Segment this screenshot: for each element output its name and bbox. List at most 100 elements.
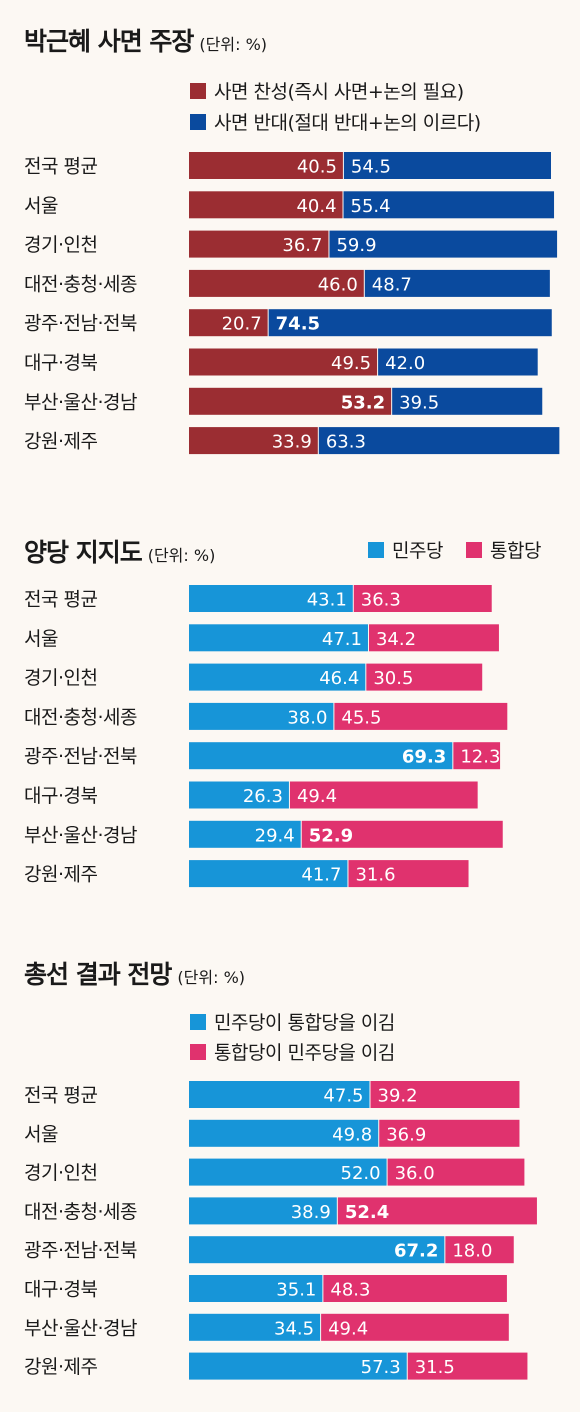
legend-label: 통합당이 민주당을 이김 [214, 1042, 395, 1064]
bar-segment-approve [189, 269, 364, 297]
bar-segment-series-b [337, 1197, 537, 1225]
data-label: 59.9 [336, 235, 376, 256]
data-label: 39.5 [399, 392, 439, 413]
data-label: 67.2 [394, 1241, 438, 1262]
category-label: 대구·경북 [24, 785, 97, 807]
data-label: 52.0 [341, 1163, 381, 1184]
data-label: 38.0 [287, 707, 327, 728]
data-label: 29.4 [255, 825, 295, 846]
legend-swatch [190, 1014, 206, 1030]
bar-segment-series-a [189, 1119, 379, 1147]
category-label: 경기·인천 [24, 667, 97, 689]
legend-label: 사면 찬성(즉시 사면+논의 필요) [214, 81, 464, 103]
data-label: 36.7 [282, 235, 322, 256]
bar-segment-series-b [353, 585, 492, 612]
legend-swatch [466, 542, 482, 558]
data-label: 52.9 [309, 825, 353, 846]
legend-item-democratic: 민주당 [368, 536, 443, 563]
category-label: 경기·인천 [24, 234, 97, 256]
data-label: 36.3 [361, 590, 401, 611]
bar-segment-series-b [453, 742, 501, 770]
data-label: 42.0 [385, 353, 425, 374]
data-label: 12.3 [460, 747, 500, 768]
data-label: 48.7 [372, 274, 412, 295]
chart-title-text: 박근혜 사면 주장 [24, 27, 194, 56]
category-label: 서울 [24, 628, 58, 650]
bar-segment-series-b [323, 1275, 507, 1302]
category-label: 대전·충청·세종 [24, 1201, 137, 1223]
bar-segment-series-a [189, 781, 289, 809]
data-label: 54.5 [351, 157, 391, 178]
category-label: 전국 평균 [24, 1085, 97, 1107]
data-label: 40.5 [297, 157, 337, 178]
data-label: 55.4 [351, 196, 391, 217]
bar-segment-oppose [318, 427, 560, 455]
data-label: 63.3 [326, 432, 366, 453]
category-label: 부산·울산·경남 [24, 391, 137, 413]
data-label: 33.9 [272, 432, 312, 453]
bar-segment-series-b [348, 860, 469, 888]
legend-swatch [190, 83, 206, 99]
data-label: 34.5 [274, 1318, 314, 1339]
data-label: 26.3 [243, 786, 283, 807]
bar-segment-oppose [378, 348, 538, 376]
category-label: 서울 [24, 195, 58, 217]
legend-label: 민주당 [392, 540, 443, 562]
category-label: 광주·전남·전북 [24, 313, 137, 335]
chart-title-text: 양당 지지도 [24, 538, 143, 567]
bar-segment-series-b [445, 1236, 514, 1264]
stacked-bar-chart-pardon: 전국 평균 40.5 54.5 서울 40.4 55.4 경기·인천 36.7 59.9 대전·충… [24, 152, 560, 455]
category-label: 경기·인천 [24, 1162, 97, 1184]
bar-segment-oppose [329, 230, 558, 258]
data-label: 36.9 [386, 1124, 426, 1145]
bar-segment-series-a [189, 663, 366, 691]
data-label: 40.4 [296, 196, 336, 217]
data-label: 46.4 [319, 668, 359, 689]
bar-segment-series-b [379, 1119, 520, 1147]
bar-segment-series-a [189, 585, 353, 612]
data-label: 45.5 [341, 707, 381, 728]
bar-segment-series-b [387, 1158, 525, 1186]
category-label: 광주·전남·전북 [24, 746, 137, 768]
data-label: 36.0 [395, 1163, 435, 1184]
category-label: 부산·울산·경남 [24, 824, 137, 846]
bar-segment-oppose [343, 152, 551, 179]
data-label: 31.6 [355, 865, 395, 886]
data-label: 38.9 [291, 1202, 331, 1223]
legend-label: 통합당 [490, 540, 541, 562]
bar-segment-approve [189, 152, 343, 179]
stacked-bar-chart-party-support: 전국 평균 43.1 36.3 서울 47.1 34.2 경기·인천 46.4 30.5 대전·충… [24, 585, 508, 888]
legend-item-pardon-oppose: 사면 반대(절대 반대+논의 이르다) [190, 108, 481, 135]
stacked-bar-chart-election-forecast: 전국 평균 47.5 39.2 서울 49.8 36.9 경기·인천 52.0 36.0 대전·충… [24, 1081, 537, 1380]
data-label: 49.5 [331, 353, 371, 374]
data-label: 30.5 [373, 668, 413, 689]
category-label: 서울 [24, 1123, 58, 1145]
chart-title: 박근혜 사면 주장 (단위: %) [24, 22, 267, 58]
data-label: 49.4 [297, 786, 337, 807]
data-label: 69.3 [402, 747, 446, 768]
data-label: 57.3 [361, 1357, 401, 1378]
data-label: 46.0 [318, 274, 358, 295]
data-label: 47.1 [322, 629, 362, 650]
category-label: 대구·경북 [24, 1279, 97, 1301]
bar-segment-approve [189, 427, 318, 455]
bar-segment-series-b [370, 1081, 520, 1108]
bar-segment-series-a [189, 702, 334, 730]
legend-item-united-future: 통합당 [466, 536, 541, 563]
category-label: 대구·경북 [24, 352, 97, 374]
legend-label: 사면 반대(절대 반대+논의 이르다) [214, 112, 481, 134]
data-label: 39.2 [378, 1086, 418, 1107]
data-label: 52.4 [345, 1202, 389, 1223]
category-label: 광주·전남·전북 [24, 1240, 137, 1262]
bar-segment-series-b [301, 820, 503, 848]
bar-segment-series-a [189, 742, 453, 770]
data-label: 49.4 [328, 1318, 368, 1339]
category-label: 강원·제주 [24, 1356, 97, 1378]
chart-section-pardon: 박근혜 사면 주장 (단위: %) 사면 찬성(즉시 사면+논의 필요) 사면 반… [0, 0, 580, 480]
bar-segment-series-a [189, 1081, 370, 1108]
bar-segment-series-a [189, 1197, 337, 1225]
bar-segment-series-a [189, 860, 348, 888]
bar-segment-approve [189, 387, 392, 415]
unit-label: (단위: %) [199, 35, 268, 54]
